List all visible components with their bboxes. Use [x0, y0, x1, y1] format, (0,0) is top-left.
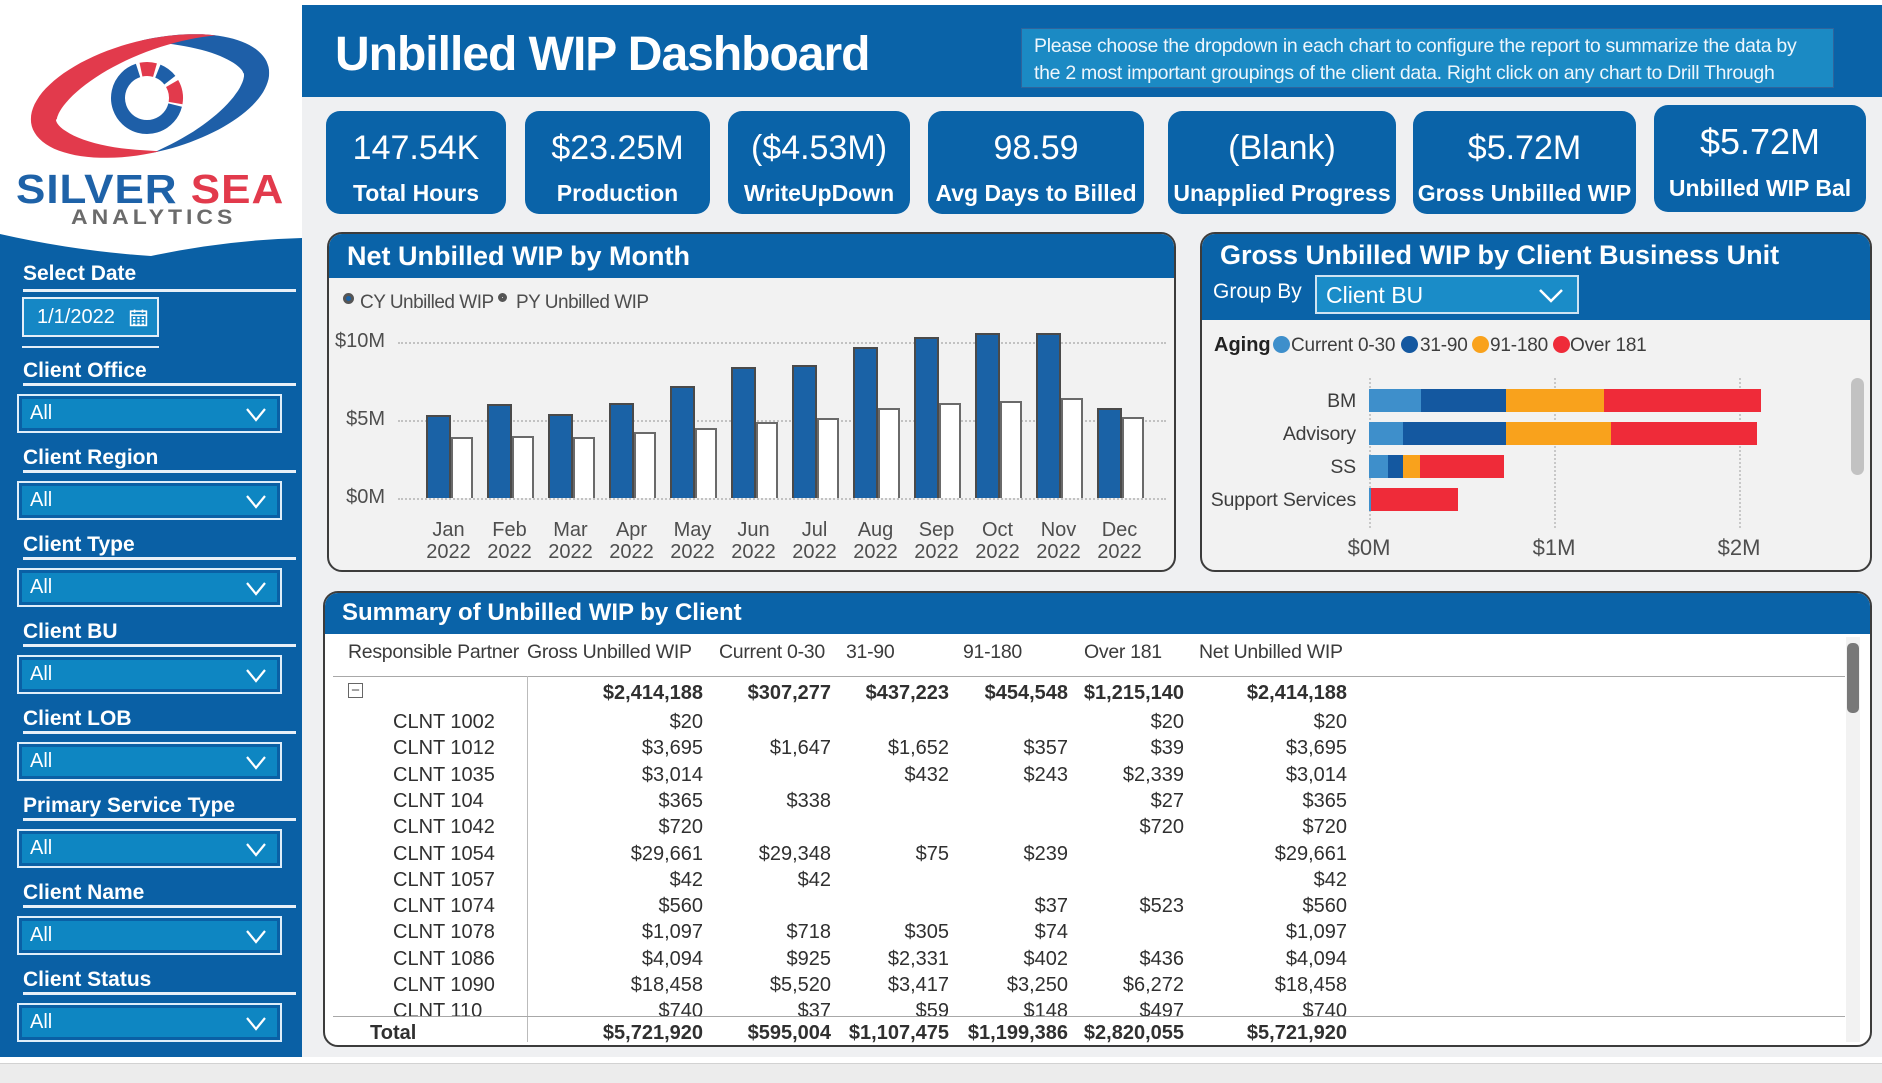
svg-text:ANALYTICS: ANALYTICS	[71, 205, 236, 229]
svg-text:SILVER SEA: SILVER SEA	[16, 167, 284, 212]
